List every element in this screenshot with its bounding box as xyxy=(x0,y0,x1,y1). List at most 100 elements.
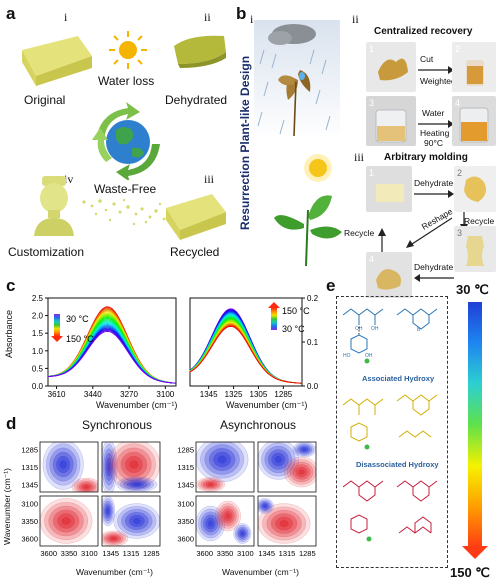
contour-blob xyxy=(105,505,111,517)
contour-blob xyxy=(106,534,122,543)
y-tick-label: 0.1 xyxy=(307,338,319,347)
contour-blob xyxy=(119,478,154,491)
dehydrate-label-top: Dehydrate xyxy=(414,178,454,188)
y-tick-label: 1345 xyxy=(21,481,38,490)
contour-blob xyxy=(121,509,153,533)
legend-temp-150: 150 °C xyxy=(66,334,94,344)
contour-blob xyxy=(196,477,226,492)
water-label: Water xyxy=(422,108,445,118)
contour-blob xyxy=(196,442,249,483)
cut-label: Cut xyxy=(420,54,434,64)
water-loss-caption: Water loss xyxy=(98,74,155,88)
contour-blob xyxy=(48,505,84,537)
contour-blob xyxy=(262,506,307,541)
contour-blob xyxy=(81,483,92,491)
sync-title: Synchronous xyxy=(82,418,153,432)
contour-blob xyxy=(117,506,157,536)
dehydrate-label-bottom: Dehydrate xyxy=(414,262,454,272)
dehydrated-gel xyxy=(174,35,226,68)
y-tick-label: 1285 xyxy=(177,446,194,455)
contour-blob xyxy=(221,508,235,524)
heatmap-cell xyxy=(102,496,160,546)
photo-mold-2: 2 xyxy=(454,166,496,212)
contour-blob xyxy=(102,500,113,522)
contour-blob xyxy=(125,455,143,474)
contour-blob xyxy=(103,533,124,544)
x-tick-label: 1345 xyxy=(102,549,119,558)
contour-blob xyxy=(214,500,241,532)
arrow-left-icon xyxy=(414,274,454,282)
contour-blob xyxy=(52,451,74,478)
numeral-a-i: i xyxy=(64,10,68,24)
photo-dried-plant: 1 xyxy=(366,42,416,92)
cycle-arrows xyxy=(378,212,468,252)
contour-blob xyxy=(83,485,90,489)
async-title: Asynchronous xyxy=(220,418,297,432)
contour-blob xyxy=(102,532,126,545)
numeral-a-iv: iv xyxy=(64,172,74,186)
recycled-gel-block xyxy=(166,194,226,240)
c-xlabel-right: Wavenumber (cm⁻¹) xyxy=(226,400,308,410)
contour-blob xyxy=(207,483,214,486)
contour-blob xyxy=(260,502,270,510)
x-tick-label: 3270 xyxy=(120,390,138,399)
dry-plant-in-rain xyxy=(254,20,340,140)
legend-gradient-arrow xyxy=(271,308,277,330)
y-tick-label: 3600 xyxy=(177,535,194,544)
svg-text:OH: OH xyxy=(371,326,379,332)
cell-frame xyxy=(195,495,255,547)
numeral-a-ii: ii xyxy=(204,10,211,24)
x-tick-label: 3350 xyxy=(217,549,234,558)
contour-blob xyxy=(266,509,302,538)
original-caption: Original xyxy=(24,93,66,107)
heating-temp: 90°C xyxy=(424,138,443,148)
photo-beaker-water: 3 xyxy=(366,96,416,146)
contour-blob xyxy=(106,508,110,514)
x-tick-label: 1285 xyxy=(274,390,292,399)
original-gel-block xyxy=(22,36,92,86)
contour-blob xyxy=(104,503,112,519)
x-tick-label: 1325 xyxy=(225,390,243,399)
contour-blob xyxy=(108,535,119,542)
contour-blob xyxy=(289,461,314,483)
contour-blob xyxy=(129,481,144,488)
contour-blob xyxy=(125,512,149,530)
contour-blob xyxy=(128,514,145,528)
arrow-right-icon xyxy=(414,190,454,198)
contour-blob xyxy=(258,442,299,480)
contour-blob xyxy=(264,445,293,474)
contour-blob xyxy=(116,476,158,492)
legend-temp-30: 30 °C xyxy=(282,324,305,334)
d-xlabel-async: Wavenumber (cm⁻¹) xyxy=(222,567,299,577)
svg-text:OH: OH xyxy=(365,353,373,359)
y-tick-label: 1315 xyxy=(21,463,38,472)
cell-frame xyxy=(39,441,99,493)
bottom-temp: 150 ℃ xyxy=(450,565,490,580)
contour-blob xyxy=(283,456,316,488)
d-ylabel: Wavenumber (cm⁻¹) xyxy=(2,468,12,545)
contour-blob xyxy=(71,477,98,492)
recycle-label-left: Recycle xyxy=(344,228,375,238)
spectrum-line xyxy=(47,330,177,384)
legend-temp-30: 30 °C xyxy=(66,314,89,324)
heatmap-cell xyxy=(102,442,160,492)
numeral-b-i: i xyxy=(250,12,254,26)
contour-blob xyxy=(300,446,309,453)
svg-text:B: B xyxy=(417,327,421,333)
ftir-chart-left: 3610 3440 3270 3100 0.0 0.5 1.0 1.5 2.0 2.5 30 °C 1… xyxy=(32,294,177,399)
recycle-label-right: Recycle xyxy=(464,216,495,226)
contour-blob xyxy=(213,451,231,468)
contour-blob xyxy=(200,511,221,536)
contour-blob xyxy=(217,455,227,464)
x-tick-label: 1345 xyxy=(200,390,218,399)
y-tick-label: 1.0 xyxy=(32,347,44,356)
contour-blob xyxy=(296,444,313,455)
x-tick-label: 3100 xyxy=(237,549,254,558)
disassociated-label: Disassociated Hydroxy xyxy=(356,460,439,469)
photo-cut-pieces: 2 xyxy=(452,42,496,92)
heatmap-cell xyxy=(40,442,98,492)
y-tick-label: 0.0 xyxy=(32,382,44,391)
sun-icon xyxy=(109,31,147,69)
contour-blob xyxy=(57,513,75,529)
